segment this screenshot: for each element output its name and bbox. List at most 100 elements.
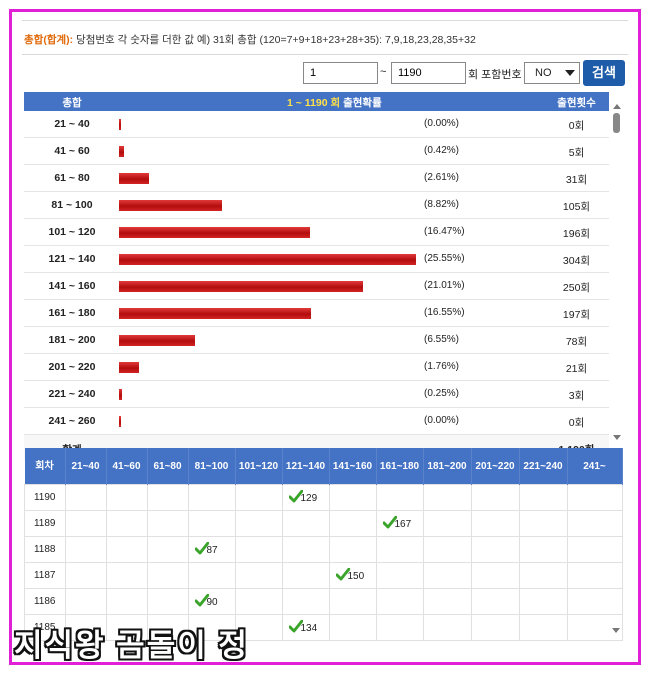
scroll-down-icon[interactable] bbox=[612, 628, 620, 633]
to-draw-input[interactable] bbox=[391, 62, 466, 84]
bonus-include-label: 회 포함번호 bbox=[468, 69, 522, 81]
empty-cell bbox=[566, 588, 623, 615]
empty-cell bbox=[518, 536, 568, 563]
range-label: 241 ~ 260 bbox=[48, 415, 96, 427]
empty-cell bbox=[64, 510, 107, 537]
description-text: 당첨번호 각 숫자를 더한 값 예) 31회 총합 (120=7+9+18+23… bbox=[76, 34, 476, 46]
sum-value: 129 bbox=[300, 493, 318, 504]
appearance-count: 78회 bbox=[565, 336, 588, 348]
empty-cell bbox=[470, 510, 520, 537]
appearance-count: 196회 bbox=[562, 228, 591, 240]
range-label: 61 ~ 80 bbox=[54, 172, 90, 184]
sum-table-header: 총합 1 ~ 1190 회 출현확률 출현횟수 bbox=[24, 92, 609, 111]
range-label: 181 ~ 200 bbox=[48, 334, 96, 346]
scroll-up-icon[interactable] bbox=[613, 104, 621, 109]
header-range: 총합 bbox=[62, 97, 82, 109]
sum-value: 150 bbox=[347, 571, 365, 582]
column-header: 41~60 bbox=[106, 448, 148, 485]
range-label: 201 ~ 220 bbox=[48, 361, 96, 373]
empty-cell bbox=[64, 484, 107, 511]
empty-cell bbox=[566, 510, 623, 537]
sum-value: 90 bbox=[206, 597, 218, 608]
appearance-count: 105회 bbox=[562, 201, 591, 213]
empty-cell bbox=[566, 536, 623, 563]
range-label: 21 ~ 40 bbox=[54, 118, 90, 130]
empty-cell bbox=[234, 510, 283, 537]
empty-cell bbox=[518, 562, 568, 589]
sum-value: 134 bbox=[300, 623, 318, 634]
check-icon bbox=[335, 568, 350, 581]
empty-cell bbox=[518, 614, 568, 641]
summary-scrollbar[interactable] bbox=[612, 104, 622, 440]
empty-cell bbox=[281, 588, 330, 615]
column-header: 201~220 bbox=[471, 448, 520, 485]
empty-cell bbox=[328, 484, 377, 511]
sum-cell: 90 bbox=[187, 588, 236, 615]
sum-cell: 167 bbox=[375, 510, 424, 537]
column-header: 101~120 bbox=[235, 448, 283, 485]
search-controls: ~ 회 포함번호 NO 검색 bbox=[12, 60, 638, 86]
sum-range-row: 161 ~ 180 (16.55%) 197회 bbox=[24, 300, 609, 327]
table-row: 1187 150 bbox=[24, 562, 623, 589]
appearance-count: 31회 bbox=[565, 174, 588, 186]
scroll-down-icon[interactable] bbox=[613, 435, 621, 440]
column-header: 회차 bbox=[24, 448, 66, 485]
draw-number: 1190 bbox=[24, 484, 66, 511]
header-prob-range: 1 ~ 1190 bbox=[287, 97, 328, 109]
empty-cell bbox=[146, 536, 189, 563]
appearance-count: 21회 bbox=[565, 363, 588, 375]
range-tilde: ~ bbox=[380, 66, 387, 78]
empty-cell bbox=[281, 536, 330, 563]
header-prob-label: 출현확률 bbox=[340, 97, 382, 109]
probability-percent: (8.82%) bbox=[424, 199, 460, 210]
empty-cell bbox=[422, 536, 472, 563]
column-header: 161~180 bbox=[376, 448, 424, 485]
sum-value: 167 bbox=[394, 519, 412, 530]
probability-bar bbox=[119, 362, 139, 373]
probability-bar bbox=[119, 281, 363, 292]
sum-range-row: 41 ~ 60 (0.42%) 5회 bbox=[24, 138, 609, 165]
empty-cell bbox=[328, 588, 377, 615]
empty-cell bbox=[146, 562, 189, 589]
range-label: 141 ~ 160 bbox=[48, 280, 96, 292]
bonus-select[interactable]: NO bbox=[524, 62, 580, 84]
probability-percent: (0.00%) bbox=[424, 415, 460, 426]
empty-cell bbox=[234, 562, 283, 589]
empty-cell bbox=[281, 510, 330, 537]
header-prob-unit: 회 bbox=[330, 97, 341, 109]
search-button[interactable]: 검색 bbox=[583, 60, 625, 86]
empty-cell bbox=[146, 484, 189, 511]
range-label: 161 ~ 180 bbox=[48, 307, 96, 319]
empty-cell bbox=[187, 510, 236, 537]
draw-table-header: 회차 21~40 41~60 61~80 81~100 101~120 121~140 141… bbox=[24, 448, 623, 485]
check-icon bbox=[288, 620, 303, 633]
probability-percent: (0.42%) bbox=[424, 145, 460, 156]
check-icon bbox=[382, 516, 397, 529]
empty-cell bbox=[234, 484, 283, 511]
appearance-count: 304회 bbox=[562, 255, 591, 267]
probability-percent: (0.25%) bbox=[424, 388, 460, 399]
empty-cell bbox=[470, 614, 520, 641]
sum-description: 총합(합계): 당첨번호 각 숫자를 더한 값 예) 31회 총합 (120=7… bbox=[24, 32, 476, 47]
empty-cell bbox=[422, 562, 472, 589]
probability-bar bbox=[119, 200, 222, 211]
empty-cell bbox=[518, 510, 568, 537]
scroll-thumb[interactable] bbox=[613, 113, 620, 133]
appearance-count: 0회 bbox=[568, 417, 585, 429]
from-draw-input[interactable] bbox=[303, 62, 378, 84]
check-icon bbox=[288, 490, 303, 503]
empty-cell bbox=[234, 614, 283, 641]
appearance-count: 5회 bbox=[568, 147, 585, 159]
empty-cell bbox=[375, 562, 424, 589]
sum-range-row: 181 ~ 200 (6.55%) 78회 bbox=[24, 327, 609, 354]
probability-percent: (25.55%) bbox=[424, 253, 465, 264]
empty-cell bbox=[105, 588, 148, 615]
probability-percent: (16.47%) bbox=[424, 226, 465, 237]
sum-distribution-table: 총합 1 ~ 1190 회 출현확률 출현횟수 21 ~ 40 (0.00%) 0회… bbox=[24, 92, 609, 461]
empty-cell bbox=[64, 588, 107, 615]
draw-table-scrollbar[interactable] bbox=[612, 628, 620, 633]
probability-percent: (1.76%) bbox=[424, 361, 460, 372]
column-header: 21~40 bbox=[65, 448, 107, 485]
sum-range-row: 81 ~ 100 (8.82%) 105회 bbox=[24, 192, 609, 219]
probability-bar bbox=[119, 389, 122, 400]
